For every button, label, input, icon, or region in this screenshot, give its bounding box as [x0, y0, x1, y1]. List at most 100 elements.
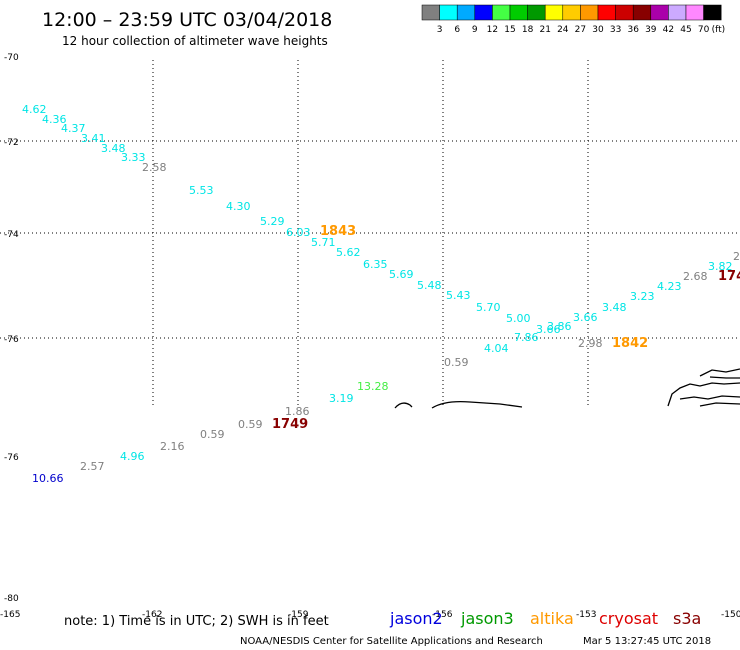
color-scale: 3 6 9 12 15 18 21 24 27 30 33 36 39 42 45 70 (ft) [421, 4, 726, 35]
credit-line: NOAA/NESDIS Center for Satellite Applica… [240, 636, 543, 647]
coastline [699, 402, 740, 407]
wave-height-value: 1.86 [285, 405, 310, 418]
graticule [0, 60, 740, 405]
color-tick-label: 39 [645, 25, 657, 35]
color-tick-label: 36 [627, 25, 639, 35]
legend-jason3: jason3 [460, 609, 514, 628]
color-unit-label: (ft) [712, 25, 726, 35]
wave-height-value: 5.29 [260, 215, 285, 228]
color-tick-label: 42 [663, 25, 674, 35]
legend-altika: altika [530, 609, 574, 628]
lon-label: -156 [432, 610, 453, 620]
color-swatch [650, 4, 669, 21]
color-swatch [703, 4, 722, 21]
color-swatch [632, 4, 652, 21]
wave-height-value: 3.86 [547, 320, 572, 333]
color-swatch [544, 4, 564, 21]
latitude-labels: -70 -72 -74 -76 -76 -80 [4, 53, 19, 604]
lon-label: -159 [288, 610, 309, 620]
color-tick-label: 30 [592, 25, 604, 35]
color-tick-label: 6 [454, 25, 460, 35]
wave-height-value: 3.41 [81, 132, 106, 145]
lat-label: -70 [4, 53, 19, 63]
color-tick-label: 15 [504, 25, 515, 35]
color-swatch [597, 4, 616, 21]
wave-height-value: 5.71 [311, 236, 336, 249]
color-swatch [668, 4, 687, 21]
wave-height-value: 3.82 [708, 260, 733, 273]
wave-height-value: 6.03 [286, 226, 311, 239]
color-tick-label: 12 [487, 25, 498, 35]
wave-height-value: 13.28 [357, 380, 389, 393]
wave-height-value: 2 [733, 250, 740, 263]
lon-label: -165 [0, 610, 20, 620]
wave-height-value: 5.00 [506, 312, 531, 325]
color-swatch [509, 4, 528, 21]
wave-height-value: 0.59 [444, 356, 469, 369]
color-swatch [685, 4, 704, 21]
map-subtitle: 12 hour collection of altimeter wave hei… [62, 34, 328, 48]
color-swatch [439, 4, 458, 21]
color-swatch [492, 4, 511, 21]
lon-label: -150 [721, 610, 740, 620]
coastline [699, 368, 740, 379]
wave-height-value: 0.59 [238, 418, 263, 431]
color-tick-label: 21 [539, 25, 550, 35]
lat-label: -76 [4, 335, 19, 345]
coastline [679, 395, 740, 400]
color-swatch [580, 4, 599, 21]
color-tick-label: 3 [437, 25, 443, 35]
pass-hour-label: 1843 [320, 224, 356, 239]
color-tick-label: 45 [680, 25, 691, 35]
color-tick-label: 33 [610, 25, 621, 35]
wave-height-value: 2.58 [142, 161, 167, 174]
longitude-labels: -165 -162 -159 -156 -153 -150 [0, 610, 740, 620]
wave-height-value: 6.35 [363, 258, 388, 271]
wave-height-value: 3.23 [630, 290, 655, 303]
satellite-legend: jason2 jason3 altika cryosat s3a [389, 609, 701, 628]
wave-height-value: 2.16 [160, 440, 185, 453]
lon-label: -153 [576, 610, 596, 620]
wave-height-value: 3.19 [329, 392, 354, 405]
antarctic-coastline [394, 368, 740, 409]
lon-label: -162 [142, 610, 162, 620]
lat-label: -80 [4, 594, 19, 604]
pass-hour-labels: 1843 1842 1749 174 [272, 224, 740, 432]
wave-height-value: 4.62 [22, 103, 47, 116]
wave-height-value: 0.59 [200, 428, 225, 441]
color-tick-label: 70 [698, 25, 710, 35]
wave-height-value: 4.30 [226, 200, 251, 213]
pass-hour-label: 1842 [612, 336, 648, 351]
wave-height-value: 5.69 [389, 268, 414, 281]
wave-height-value: 5.43 [446, 289, 471, 302]
legend-jason2: jason2 [389, 609, 443, 628]
wave-height-value: 4.96 [120, 450, 145, 463]
wave-height-value: 3.66 [573, 311, 598, 324]
wave-height-value: 5.70 [476, 301, 501, 314]
lat-label: -76 [4, 453, 19, 463]
wave-height-value: 5.62 [336, 246, 361, 259]
color-tick-label: 27 [575, 25, 586, 35]
color-tick-label: 9 [472, 25, 478, 35]
wave-height-value: 2.68 [683, 270, 708, 283]
pass-hour-label: 1749 [272, 417, 308, 432]
wave-height-value: 3.48 [602, 301, 627, 314]
color-tick-label: 24 [557, 25, 569, 35]
lat-label: -74 [4, 230, 19, 240]
legend-cryosat: cryosat [599, 609, 658, 628]
wave-height-value: 4.23 [657, 280, 682, 293]
wave-height-value: 7.86 [514, 331, 539, 344]
generation-timestamp: Mar 5 13:27:45 UTC 2018 [583, 636, 711, 647]
wave-height-value: 4.36 [42, 113, 67, 126]
wave-height-value: 3.33 [121, 151, 146, 164]
wave-height-value: 4.37 [61, 122, 86, 135]
wave-height-value: 3.48 [101, 142, 126, 155]
wave-height-value: 2.57 [80, 460, 105, 473]
footnote: note: 1) Time is in UTC; 2) SWH is in fe… [64, 614, 329, 629]
wave-height-observations: 4.624.364.373.413.483.332.585.534.305.29… [22, 103, 740, 485]
coastline [431, 400, 523, 409]
color-swatch [474, 4, 493, 21]
color-swatch [615, 4, 634, 21]
map-title: 12:00 – 23:59 UTC 03/04/2018 [42, 9, 332, 31]
